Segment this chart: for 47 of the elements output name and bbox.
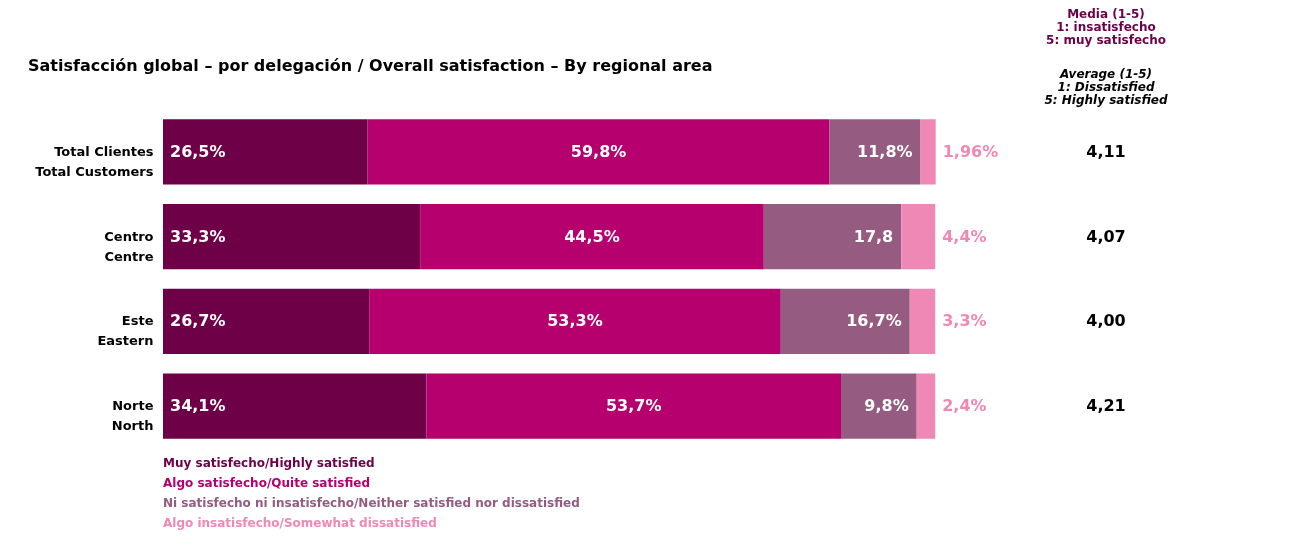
data-label: 9,8%: [864, 396, 909, 416]
data-label: 59,8%: [570, 141, 627, 161]
y-tick-label: Total Clientes Total Customers: [35, 143, 154, 179]
series-label: Muy satisfecho/Highly satisfied: [163, 456, 375, 470]
bar: [369, 288, 781, 355]
bar: [916, 373, 936, 439]
bar: [841, 373, 917, 439]
data-label: 3,3%: [942, 311, 987, 331]
data-label: 17,8: [853, 226, 894, 246]
bar: [420, 203, 764, 270]
y-tick-label: Centro Centre: [104, 228, 154, 264]
bar: [163, 373, 427, 439]
y-tick-label: Norte North: [111, 398, 154, 434]
text: 4,21: [1086, 396, 1126, 416]
data-label: 16,7%: [846, 311, 902, 331]
text: Algo satisfecho/Quite satisfied: [163, 476, 371, 490]
data-label: 53,3%: [547, 311, 603, 331]
bar: [763, 203, 902, 270]
text: 4,00: [1086, 311, 1126, 331]
data-label: 26,5%: [170, 141, 226, 161]
chart-title: Satisfacción global – por delegación / Overall satisfaction – By regional area: [28, 56, 713, 75]
data-label: 26,7%: [170, 311, 226, 331]
bar: [367, 119, 830, 185]
bar: [920, 119, 936, 185]
data-label: 33,3%: [170, 226, 226, 246]
data-label: 1,96%: [942, 141, 999, 161]
bar: [163, 288, 370, 355]
data-label: 34,1%: [170, 396, 226, 416]
data-label: 4,4%: [942, 226, 987, 246]
data-label: 44,5%: [564, 226, 620, 246]
y-tick-label: Este Eastern: [97, 313, 154, 349]
text: Media (1-5) 1: insatisfecho 5: muy satisfecho: [1046, 7, 1166, 47]
bar: [426, 373, 842, 439]
text: Average (1-5) 1: Dissatisfied 5: Highly satisfied: [1044, 67, 1168, 107]
data-label: 2,4%: [942, 396, 987, 416]
data-label: 53,7%: [605, 396, 662, 416]
bar: [163, 203, 421, 270]
bar: [780, 288, 910, 355]
bar: [829, 119, 921, 185]
text: Ni satisfecho ni insatisfecho/Neither satisfied nor dissatisfied: [163, 496, 580, 510]
text: Algo insatisfecho/Somewhat dissatisfied: [163, 516, 437, 530]
bar: [901, 203, 936, 270]
bar: [163, 119, 368, 185]
bar: [909, 288, 936, 355]
text: 4,11: [1086, 141, 1126, 161]
text: 4,07: [1086, 226, 1126, 246]
data-label: 11,8%: [857, 141, 913, 161]
